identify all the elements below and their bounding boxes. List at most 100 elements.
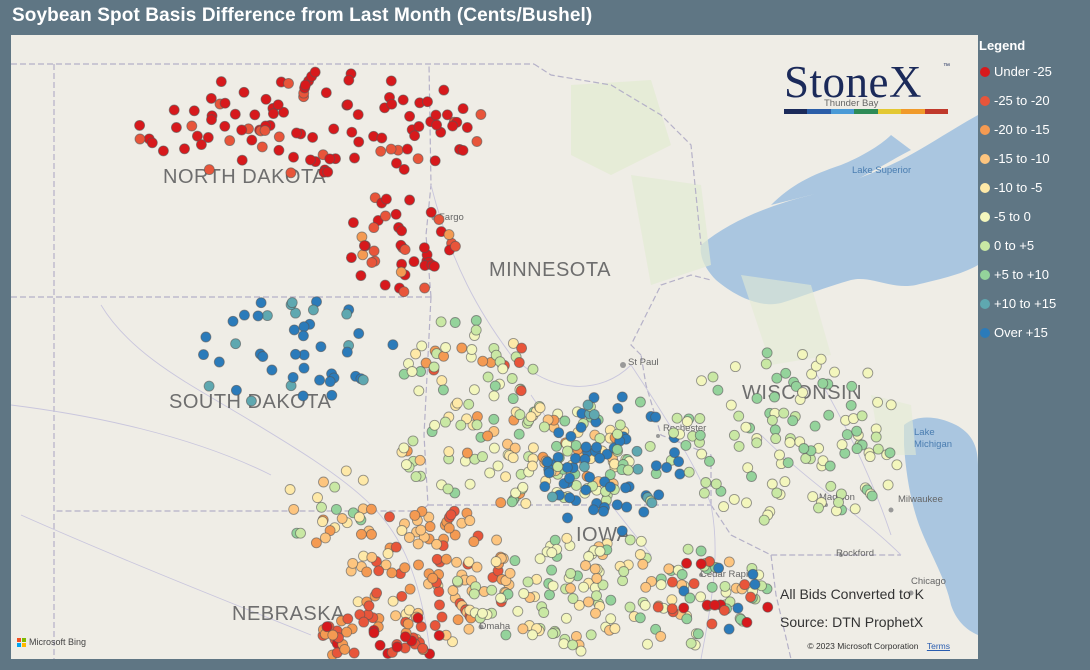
basis-marker[interactable] — [733, 410, 745, 422]
basis-marker[interactable] — [342, 613, 354, 625]
basis-marker[interactable] — [612, 402, 624, 414]
basis-marker[interactable] — [637, 558, 649, 570]
basis-marker[interactable] — [620, 482, 632, 494]
basis-marker[interactable] — [401, 143, 413, 155]
basis-marker[interactable] — [561, 532, 573, 544]
basis-marker[interactable] — [428, 260, 440, 272]
basis-marker[interactable] — [179, 143, 190, 155]
basis-marker[interactable] — [891, 459, 903, 471]
basis-marker[interactable] — [404, 194, 416, 206]
basis-marker[interactable] — [404, 110, 416, 122]
basis-marker[interactable] — [477, 451, 488, 463]
basis-marker[interactable] — [488, 390, 500, 402]
basis-marker[interactable] — [632, 463, 644, 475]
basis-marker[interactable] — [534, 402, 546, 414]
basis-marker[interactable] — [461, 122, 473, 133]
basis-marker[interactable] — [168, 104, 180, 116]
basis-marker[interactable] — [513, 428, 525, 440]
basis-marker[interactable] — [297, 330, 309, 342]
basis-marker[interactable] — [224, 135, 236, 147]
basis-marker[interactable] — [546, 491, 558, 503]
basis-marker[interactable] — [436, 375, 448, 387]
basis-marker[interactable] — [713, 562, 725, 574]
basis-marker[interactable] — [440, 553, 452, 565]
basis-marker[interactable] — [188, 105, 200, 117]
basis-marker[interactable] — [725, 399, 737, 411]
basis-marker[interactable] — [407, 435, 419, 447]
basis-marker[interactable] — [490, 556, 502, 568]
basis-marker[interactable] — [230, 338, 242, 350]
basis-marker[interactable] — [157, 145, 169, 157]
basis-marker[interactable] — [611, 499, 623, 511]
basis-marker[interactable] — [624, 601, 636, 613]
basis-marker[interactable] — [782, 457, 794, 469]
basis-marker[interactable] — [328, 123, 340, 135]
basis-marker[interactable] — [375, 145, 387, 157]
basis-marker[interactable] — [215, 76, 227, 88]
basis-marker[interactable] — [227, 315, 239, 327]
basis-marker[interactable] — [694, 413, 706, 424]
basis-marker[interactable] — [399, 631, 411, 643]
basis-marker[interactable] — [692, 628, 704, 640]
basis-marker[interactable] — [758, 514, 770, 526]
basis-marker[interactable] — [391, 157, 402, 169]
basis-marker[interactable] — [809, 420, 821, 432]
basis-marker[interactable] — [682, 543, 694, 555]
basis-marker[interactable] — [396, 590, 408, 602]
basis-marker[interactable] — [371, 587, 383, 599]
basis-marker[interactable] — [390, 610, 402, 622]
basis-marker[interactable] — [346, 126, 358, 138]
basis-marker[interactable] — [797, 387, 809, 398]
basis-marker[interactable] — [417, 642, 429, 654]
basis-marker[interactable] — [357, 249, 369, 261]
basis-marker[interactable] — [833, 496, 844, 508]
basis-marker[interactable] — [365, 503, 377, 515]
basis-marker[interactable] — [285, 167, 297, 179]
basis-marker[interactable] — [723, 623, 735, 635]
basis-marker[interactable] — [733, 440, 745, 452]
basis-marker[interactable] — [429, 419, 441, 431]
basis-marker[interactable] — [570, 439, 582, 451]
basis-marker[interactable] — [862, 367, 874, 379]
basis-marker[interactable] — [674, 468, 686, 480]
basis-marker[interactable] — [297, 390, 309, 402]
basis-marker[interactable] — [666, 603, 678, 615]
basis-marker[interactable] — [382, 548, 394, 560]
basis-marker[interactable] — [655, 579, 667, 591]
basis-marker[interactable] — [580, 441, 592, 453]
basis-marker[interactable] — [257, 351, 269, 362]
map-view[interactable]: NORTH DAKOTA MINNESOTA SOUTH DAKOTA WISC… — [11, 35, 978, 659]
basis-marker[interactable] — [287, 371, 299, 383]
basis-marker[interactable] — [238, 309, 250, 321]
basis-marker[interactable] — [584, 471, 596, 483]
basis-marker[interactable] — [409, 509, 421, 521]
basis-marker[interactable] — [683, 466, 695, 478]
basis-marker[interactable] — [813, 502, 824, 514]
basis-marker[interactable] — [491, 534, 503, 546]
basis-marker[interactable] — [673, 456, 685, 468]
basis-marker[interactable] — [376, 132, 388, 144]
basis-marker[interactable] — [368, 627, 380, 639]
basis-marker[interactable] — [457, 103, 469, 115]
basis-marker[interactable] — [543, 467, 555, 479]
basis-marker[interactable] — [353, 511, 365, 523]
basis-marker[interactable] — [749, 578, 761, 590]
basis-marker[interactable] — [322, 166, 334, 178]
basis-marker[interactable] — [406, 366, 418, 377]
basis-marker[interactable] — [622, 464, 634, 476]
basis-marker[interactable] — [213, 356, 225, 368]
basis-marker[interactable] — [205, 92, 217, 104]
basis-marker[interactable] — [565, 582, 576, 594]
basis-marker[interactable] — [559, 415, 571, 427]
basis-marker[interactable] — [203, 164, 215, 176]
basis-marker[interactable] — [387, 595, 399, 607]
basis-marker[interactable] — [500, 471, 512, 483]
basis-marker[interactable] — [676, 569, 688, 580]
basis-marker[interactable] — [410, 348, 422, 360]
basis-marker[interactable] — [666, 594, 678, 606]
basis-marker[interactable] — [321, 621, 333, 633]
basis-marker[interactable] — [415, 524, 427, 536]
basis-marker[interactable] — [283, 77, 294, 89]
basis-marker[interactable] — [551, 440, 562, 452]
basis-marker[interactable] — [309, 66, 321, 78]
